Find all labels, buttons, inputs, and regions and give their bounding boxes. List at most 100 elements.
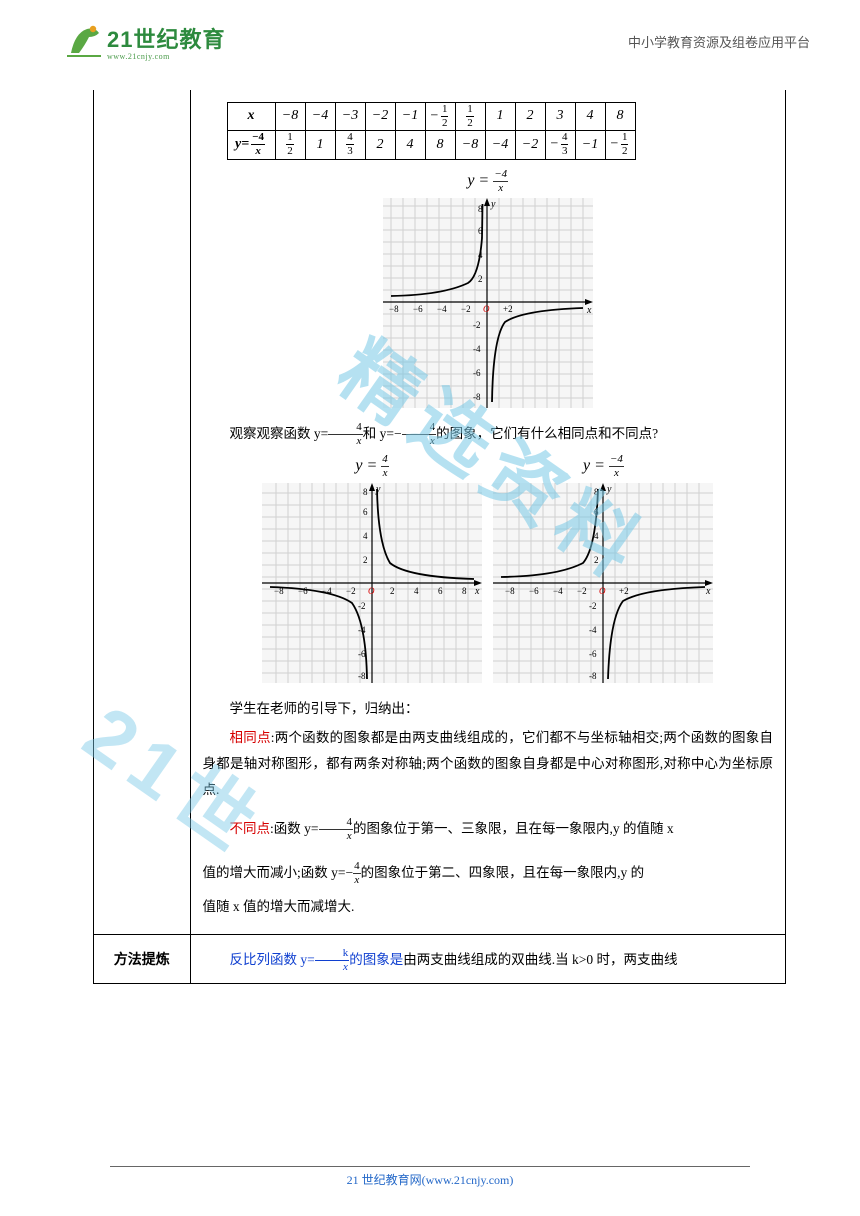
values-table: x −8 −4 −3 −2 −1 −12 12 1 2 3 4 xyxy=(227,102,636,160)
svg-text:−4: −4 xyxy=(437,304,447,314)
table-cell: −12 xyxy=(605,131,635,159)
footer-text: 21 世纪教育网(www.21cnjy.com) xyxy=(347,1173,514,1187)
footer-rule xyxy=(110,1166,750,1167)
graph-top-title: y = −4x xyxy=(383,166,593,196)
svg-text:2: 2 xyxy=(478,274,483,284)
table-cell: −8 xyxy=(455,131,485,159)
table-cell: −8 xyxy=(275,103,305,131)
table-cell: −3 xyxy=(335,103,365,131)
svg-text:O: O xyxy=(368,586,375,596)
table-cell: −2 xyxy=(515,131,545,159)
graph-right: y = −4x xyxy=(493,451,713,692)
table-cell: 4 xyxy=(395,131,425,159)
table-cell: −4 xyxy=(305,103,335,131)
table-cell: 8 xyxy=(605,103,635,131)
table-head-y: y=−4x xyxy=(227,131,275,159)
graph-right-title: y = −4x xyxy=(493,451,713,481)
lead-line: 学生在老师的引导下，归纳出： xyxy=(203,696,774,722)
svg-text:O: O xyxy=(599,586,606,596)
svg-text:8: 8 xyxy=(594,487,599,497)
svg-text:−2: −2 xyxy=(346,586,356,596)
section-label-empty xyxy=(94,90,190,934)
diff-points-1: 不同点:函数 y=4x的图象位于第一、三象限，且在每一象限内,y 的值随 x xyxy=(203,816,774,842)
svg-text:y: y xyxy=(375,484,381,495)
svg-text:-8: -8 xyxy=(358,671,366,681)
graph-top-svg: O x y +2 −8 −6 −4 −2 2 4 6 8 -2 -4 -6 -8 xyxy=(383,198,593,408)
svg-text:4: 4 xyxy=(594,531,599,541)
svg-text:y: y xyxy=(490,199,496,210)
svg-text:-8: -8 xyxy=(473,392,481,402)
svg-text:8: 8 xyxy=(363,487,368,497)
svg-text:-4: -4 xyxy=(589,625,597,635)
svg-text:x: x xyxy=(705,586,711,597)
svg-text:O: O xyxy=(483,304,490,314)
svg-text:+2: +2 xyxy=(503,304,513,314)
logo-text-main: 21世纪教育 xyxy=(107,22,225,54)
table-cell: 4 xyxy=(575,103,605,131)
svg-text:-2: -2 xyxy=(589,601,597,611)
svg-text:8: 8 xyxy=(478,204,483,214)
method-line: 反比列函数 y=kx的图象是由两支曲线组成的双曲线.当 k>0 时，两支曲线 xyxy=(203,947,774,973)
runner-icon xyxy=(65,23,103,59)
section-label-method: 方法提炼 xyxy=(94,934,190,983)
graph-left: y = 4x xyxy=(262,451,482,692)
svg-text:-6: -6 xyxy=(473,368,481,378)
table-cell: −2 xyxy=(365,103,395,131)
page-header: 21世纪教育 www.21cnjy.com 中小学教育资源及组卷应用平台 xyxy=(0,0,860,70)
question-line: 观察观察函数 y=4x和 y=−4x的图象，它们有什么相同点和不同点? xyxy=(203,421,774,447)
table-cell: 12 xyxy=(275,131,305,159)
graph-left-svg: O x y 2468 2468 -2-4-6-8 −2−4−6−8 xyxy=(262,483,482,683)
svg-text:2: 2 xyxy=(363,555,368,565)
svg-text:−8: −8 xyxy=(505,586,515,596)
svg-text:6: 6 xyxy=(478,226,483,236)
svg-text:−6: −6 xyxy=(413,304,423,314)
svg-text:−8: −8 xyxy=(389,304,399,314)
svg-text:x: x xyxy=(474,586,480,597)
svg-text:-2: -2 xyxy=(358,601,366,611)
svg-text:−4: −4 xyxy=(322,586,332,596)
svg-text:2: 2 xyxy=(594,555,599,565)
table-cell: −43 xyxy=(545,131,575,159)
table-cell: 1 xyxy=(305,131,335,159)
table-cell: 2 xyxy=(365,131,395,159)
svg-text:4: 4 xyxy=(478,250,483,260)
svg-text:−2: −2 xyxy=(577,586,587,596)
graph-left-title: y = 4x xyxy=(262,451,482,481)
svg-text:−8: −8 xyxy=(274,586,284,596)
table-cell: 8 xyxy=(425,131,455,159)
header-platform-name: 中小学教育资源及组卷应用平台 xyxy=(628,32,810,51)
table-cell: −4 xyxy=(485,131,515,159)
svg-text:2: 2 xyxy=(390,586,395,596)
same-points: 相同点:两个函数的图象都是由两支曲线组成的，它们都不与坐标轴相交;两个函数的图象… xyxy=(203,725,774,802)
diff-points-2: 值的增大而减小;函数 y=−4x的图象位于第二、四象限，且在每一象限内,y 的 xyxy=(203,860,774,886)
table-cell: 12 xyxy=(455,103,485,131)
svg-text:4: 4 xyxy=(363,531,368,541)
svg-text:+2: +2 xyxy=(619,586,629,596)
svg-text:−6: −6 xyxy=(529,586,539,596)
table-head-x: x xyxy=(227,103,275,131)
svg-text:-6: -6 xyxy=(358,649,366,659)
table-cell: −1 xyxy=(575,131,605,159)
svg-text:x: x xyxy=(586,305,592,316)
table-cell: −1 xyxy=(395,103,425,131)
svg-text:-4: -4 xyxy=(473,344,481,354)
svg-text:6: 6 xyxy=(594,507,599,517)
svg-text:-6: -6 xyxy=(589,649,597,659)
graph-top: y = −4x xyxy=(383,166,593,417)
svg-text:−6: −6 xyxy=(298,586,308,596)
page-footer: 21 世纪教育网(www.21cnjy.com) xyxy=(0,1166,860,1188)
table-cell: 1 xyxy=(485,103,515,131)
svg-text:-2: -2 xyxy=(473,320,481,330)
svg-text:−2: −2 xyxy=(461,304,471,314)
svg-text:−4: −4 xyxy=(553,586,563,596)
svg-text:4: 4 xyxy=(414,586,419,596)
svg-text:8: 8 xyxy=(462,586,467,596)
diff-points-3: 值随 x 值的增大而减增大. xyxy=(203,894,774,920)
svg-text:-8: -8 xyxy=(589,671,597,681)
logo: 21世纪教育 www.21cnjy.com xyxy=(65,22,225,61)
svg-text:y: y xyxy=(606,484,612,495)
svg-text:6: 6 xyxy=(438,586,443,596)
table-cell: 2 xyxy=(515,103,545,131)
table-cell: −12 xyxy=(425,103,455,131)
svg-text:-4: -4 xyxy=(358,625,366,635)
